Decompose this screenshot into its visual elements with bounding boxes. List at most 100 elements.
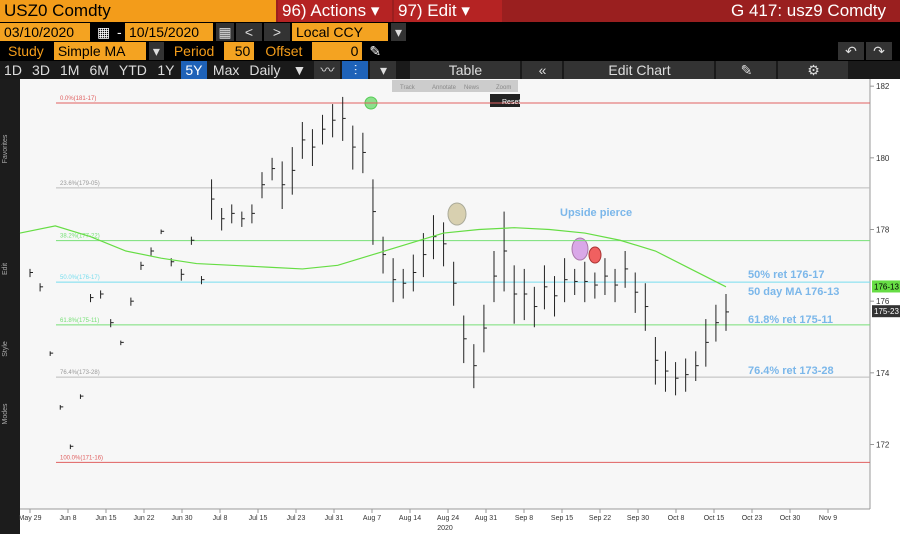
- annotation: 61.8% ret 175-11: [748, 314, 833, 326]
- actions-text: 96) Actions: [282, 1, 367, 20]
- offset-label: Offset: [265, 43, 303, 59]
- right-title: G 417: usz9 Comdty: [731, 1, 886, 20]
- y-tick-label: 182: [876, 82, 890, 91]
- settings-icon[interactable]: ⚙: [778, 61, 849, 79]
- currency-dropdown[interactable]: ▾: [391, 23, 407, 41]
- overlay-button: Zoom: [496, 85, 511, 91]
- x-tick-label: Jun 8: [59, 515, 76, 522]
- period-button[interactable]: Max: [208, 61, 244, 79]
- end-date[interactable]: 10/15/2020: [125, 23, 213, 41]
- x-tick-label: Sep 30: [627, 515, 649, 522]
- annotation: 50% ret 176-17: [748, 269, 824, 281]
- x-tick-label: Oct 8: [668, 515, 685, 522]
- fib-label: 61.8%(175-11): [60, 318, 99, 324]
- x-tick-label: Sep 8: [515, 515, 533, 522]
- study-label: Study: [8, 43, 44, 59]
- currency[interactable]: Local CCY: [292, 23, 388, 41]
- marker: [588, 246, 602, 264]
- period-button[interactable]: YTD: [114, 61, 151, 79]
- period-button[interactable]: 1D: [0, 61, 26, 79]
- period-button[interactable]: 3D: [28, 61, 54, 79]
- bar-icon[interactable]: ⫶: [342, 61, 369, 79]
- period-input[interactable]: 50: [224, 42, 255, 60]
- x-tick-label: Aug 24: [437, 515, 459, 522]
- y-tick-label: 180: [876, 154, 890, 163]
- x-tick-label: Oct 15: [704, 515, 725, 522]
- overlay-button: Track: [400, 85, 416, 91]
- start-date[interactable]: 03/10/2020: [0, 23, 90, 41]
- x-tick-label: Oct 23: [742, 515, 763, 522]
- fib-label: 38.2%(177-22): [60, 234, 100, 240]
- chart: Favorites Edit Style Modes 172 174 176 178 180 18…: [0, 79, 900, 534]
- period-button[interactable]: 5Y: [180, 61, 207, 79]
- collapse-button[interactable]: «: [522, 61, 563, 79]
- period-label: Period: [173, 43, 215, 59]
- side-label: Edit: [2, 263, 9, 275]
- frequency[interactable]: Daily: [245, 61, 285, 79]
- overlay-button: Annotate: [432, 85, 457, 91]
- period-button[interactable]: 1Y: [152, 61, 179, 79]
- calendar-icon[interactable]: ▦: [216, 23, 234, 41]
- date-bar: 03/10/2020 ▦ - 10/15/2020 ▦ < > Local CC…: [0, 23, 900, 41]
- offset-input[interactable]: 0: [312, 42, 363, 60]
- prev-button[interactable]: <: [236, 23, 262, 41]
- y-tick-label: 172: [876, 441, 890, 450]
- x-tick-label: Sep 22: [589, 515, 611, 522]
- y-tick-label: 174: [876, 369, 890, 378]
- year-label: 2020: [437, 525, 453, 532]
- x-axis-area: [20, 509, 870, 534]
- calendar-icon[interactable]: ▦: [97, 23, 111, 40]
- back-button[interactable]: ↶: [838, 42, 864, 60]
- y-tick-label: 178: [876, 226, 890, 235]
- fib-label: 50.0%(176-17): [60, 275, 100, 281]
- price-tag-label: 175-23: [874, 307, 899, 316]
- x-tick-label: May 29: [19, 515, 42, 522]
- period-bar: 1D 3D 1M 6M YTD 1Y 5Y Max Daily ▼ 〰 ⫶ ▾ Table «Edit Ch…: [0, 61, 900, 79]
- price-tag: [872, 280, 900, 293]
- x-tick-label: Jul 15: [249, 515, 268, 522]
- actions-menu[interactable]: 96) Actions ▾: [278, 0, 392, 22]
- marker: [571, 237, 589, 261]
- annotation: 50 day MA 176-13: [748, 286, 839, 298]
- fib-label: 100.0%(171-16): [60, 455, 103, 461]
- fib-label: 0.0%(181-17): [60, 96, 96, 102]
- period-button[interactable]: 6M: [85, 61, 113, 79]
- x-tick-label: Nov 9: [819, 515, 837, 522]
- date-sep: -: [117, 24, 122, 40]
- table-button[interactable]: Table: [410, 61, 521, 79]
- forward-button[interactable]: ↷: [866, 42, 892, 60]
- edit-icon[interactable]: ✎: [716, 61, 777, 79]
- price-tag: [872, 305, 900, 318]
- x-tick-label: Jun 30: [171, 515, 192, 522]
- x-tick-label: Jul 8: [213, 515, 228, 522]
- ticker[interactable]: USZ0 Comdty: [0, 0, 276, 22]
- study-dropdown[interactable]: ▾: [148, 42, 164, 60]
- side-label: Modes: [2, 403, 9, 425]
- side-label: Favorites: [2, 134, 9, 163]
- moving-average: [19, 225, 727, 288]
- line-icon[interactable]: 〰: [314, 61, 341, 79]
- next-button[interactable]: >: [264, 23, 290, 41]
- frequency-arrow[interactable]: ▼: [286, 61, 313, 79]
- x-tick-label: Aug 31: [475, 515, 497, 522]
- side-label: Style: [2, 341, 9, 357]
- price-tag-label: 176-13: [874, 282, 899, 291]
- study-bar: Study Simple MA ▾ Period 50 Offset 0 ✎ ↶…: [0, 42, 900, 60]
- overlay-button: News: [464, 85, 479, 91]
- annotation: 76.4% ret 173-28: [748, 365, 834, 377]
- edit-menu[interactable]: 97) Edit ▾: [394, 0, 502, 22]
- study-name[interactable]: Simple MA: [53, 42, 146, 60]
- period-button[interactable]: 1M: [56, 61, 84, 79]
- pencil-icon[interactable]: ✎: [369, 42, 382, 59]
- y-tick-label: 176: [876, 297, 890, 306]
- x-tick-label: Jul 31: [325, 515, 344, 522]
- reset-button[interactable]: [490, 94, 520, 107]
- plot-area: [20, 79, 870, 509]
- side-toolbar: [0, 79, 20, 534]
- chart-dropdown[interactable]: ▾: [370, 61, 397, 79]
- x-tick-label: Aug 7: [363, 515, 381, 522]
- edit-chart-button[interactable]: Edit Chart: [564, 61, 715, 79]
- x-tick-label: Aug 14: [399, 515, 421, 522]
- title-bar: USZ0 Comdty 96) Actions ▾ 97) Edit ▾ G 4…: [0, 0, 900, 22]
